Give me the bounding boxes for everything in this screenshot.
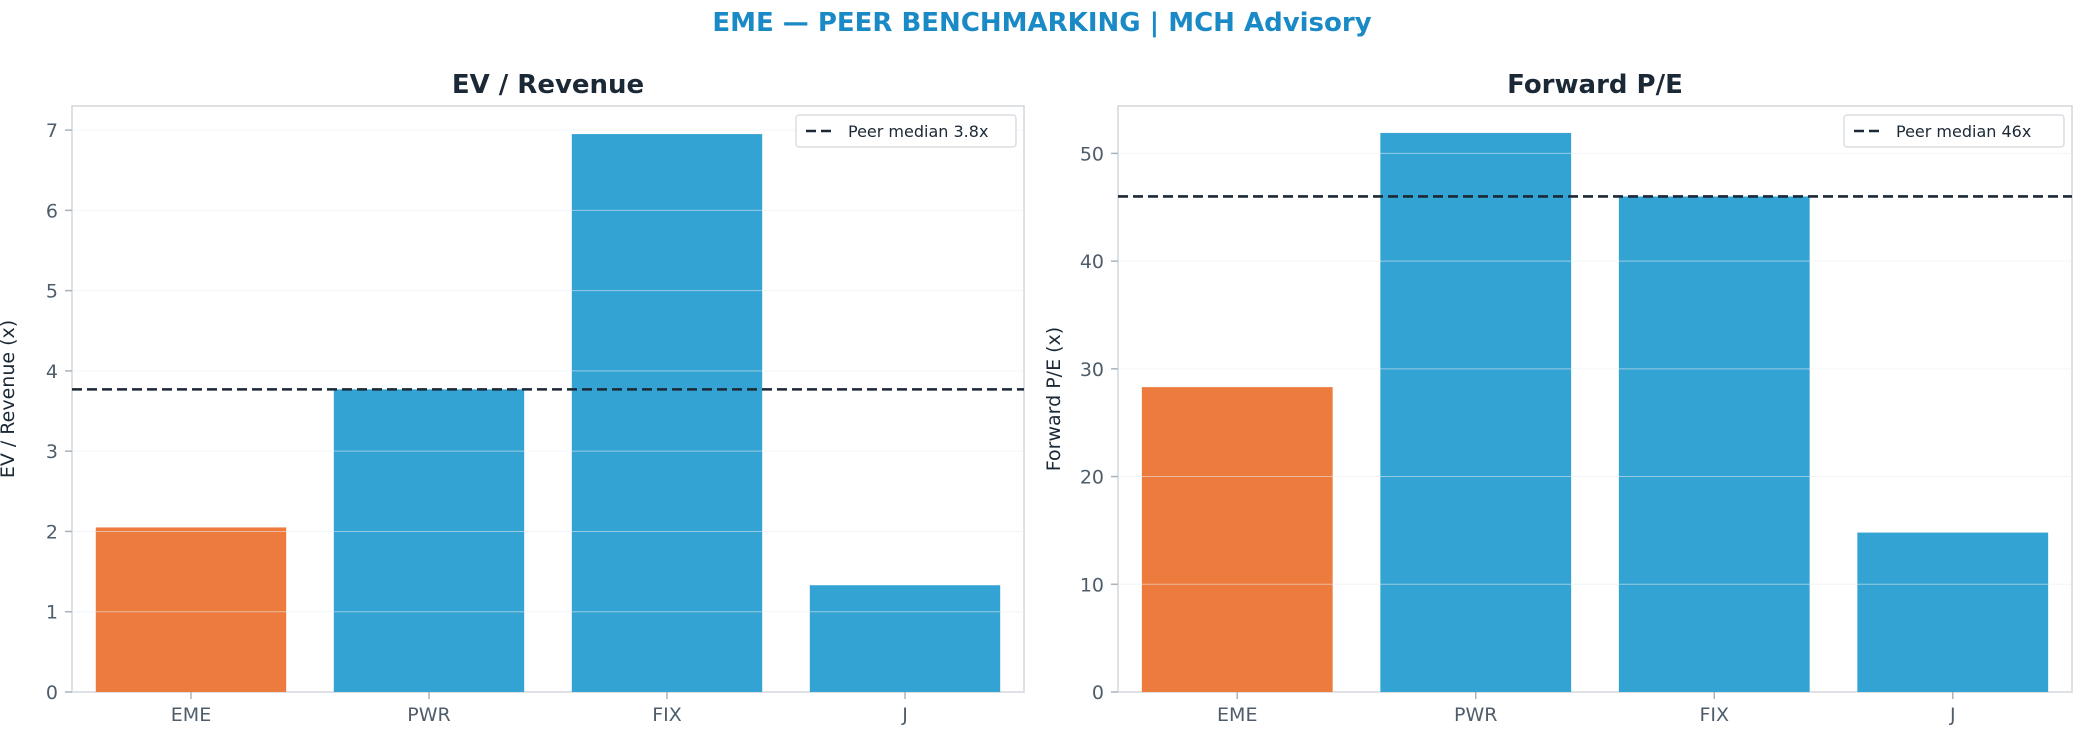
- bar-eme: [95, 527, 287, 692]
- y-tick-label: 0: [1092, 682, 1104, 704]
- y-tick-label: 3: [46, 441, 58, 463]
- chart-title: EV / Revenue: [452, 70, 644, 100]
- figure-title: EME — PEER BENCHMARKING | MCH Advisory: [712, 8, 1372, 38]
- y-tick-label: 0: [46, 682, 58, 704]
- y-axis-label: EV / Revenue (x): [0, 320, 19, 478]
- y-tick-label: 50: [1080, 143, 1104, 165]
- legend-label: Peer median 3.8x: [848, 122, 988, 141]
- x-tick-label: PWR: [407, 704, 450, 726]
- y-tick-label: 2: [46, 521, 58, 543]
- x-tick-label: PWR: [1454, 704, 1497, 726]
- y-tick-label: 7: [46, 120, 58, 142]
- legend: Peer median 3.8x: [795, 114, 1017, 148]
- x-tick-label: EME: [171, 704, 211, 726]
- y-tick-label: 40: [1080, 251, 1104, 273]
- y-axis-label: Forward P/E (x): [1043, 327, 1065, 471]
- bar-fix: [571, 134, 763, 692]
- y-tick-label: 10: [1080, 574, 1104, 596]
- legend-box: [1843, 114, 2065, 148]
- bar-fix: [1618, 196, 1810, 692]
- bar-eme: [1141, 387, 1333, 692]
- bar-pwr: [333, 389, 525, 692]
- y-tick-label: 6: [46, 200, 58, 222]
- chart-panel-1: 0 1 2 3 4 5 6 7 EME PWR FIX J EV / Revenue EV / Reven…: [0, 70, 1025, 726]
- x-tick-label: FIX: [652, 704, 682, 726]
- y-tick-label: 20: [1080, 467, 1104, 489]
- chart-title: Forward P/E: [1507, 70, 1683, 100]
- bar-j: [1857, 532, 2049, 692]
- x-tick-label: FIX: [1699, 704, 1729, 726]
- x-tick-label: J: [901, 704, 908, 726]
- y-tick-label: 5: [46, 281, 58, 303]
- chart-panel-2: 0 10 20 30 40 50 EME PWR FIX J Forward P/E Forward …: [1043, 70, 2073, 726]
- y-tick-label: 4: [46, 361, 58, 383]
- x-tick-label: J: [1949, 704, 1956, 726]
- y-tick-label: 30: [1080, 359, 1104, 381]
- x-tick-label: EME: [1217, 704, 1257, 726]
- bar-j: [809, 585, 1001, 692]
- legend-box: [795, 114, 1017, 148]
- legend-label: Peer median 46x: [1896, 122, 2031, 141]
- bar-pwr: [1380, 132, 1572, 692]
- legend: Peer median 46x: [1843, 114, 2065, 148]
- y-tick-label: 1: [46, 602, 58, 624]
